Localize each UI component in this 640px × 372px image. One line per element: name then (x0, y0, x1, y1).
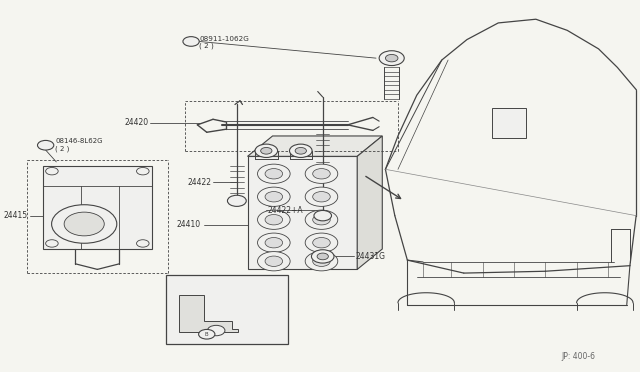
Text: 24422+A: 24422+A (268, 206, 303, 215)
Polygon shape (248, 136, 382, 156)
Circle shape (265, 215, 283, 225)
Text: B: B (205, 332, 209, 337)
Circle shape (257, 251, 290, 271)
Circle shape (314, 211, 332, 221)
Circle shape (313, 215, 330, 225)
Circle shape (313, 192, 330, 202)
Circle shape (305, 164, 338, 183)
Circle shape (305, 233, 338, 252)
Circle shape (257, 210, 290, 230)
Circle shape (305, 251, 338, 271)
Polygon shape (179, 295, 238, 333)
Circle shape (198, 330, 215, 339)
Bar (42, 166, 152, 249)
Circle shape (305, 210, 338, 230)
Circle shape (313, 237, 330, 248)
Circle shape (136, 167, 149, 175)
Text: 08146-6162G
( 1 ): 08146-6162G ( 1 ) (216, 328, 261, 342)
Circle shape (64, 212, 104, 236)
Text: 08146-8L62G
( 2 ): 08146-8L62G ( 2 ) (55, 138, 102, 152)
Circle shape (312, 250, 334, 263)
Circle shape (317, 253, 328, 260)
Bar (492, 108, 527, 138)
Circle shape (227, 195, 246, 206)
Circle shape (257, 233, 290, 252)
Circle shape (305, 187, 338, 206)
Circle shape (183, 37, 199, 46)
Text: 24415: 24415 (4, 211, 28, 220)
Text: 64832N: 64832N (236, 295, 265, 301)
Text: JP: 400-6: JP: 400-6 (561, 352, 595, 361)
Circle shape (38, 140, 54, 150)
Text: 24431G: 24431G (356, 252, 386, 261)
Circle shape (265, 169, 283, 179)
Text: 24410: 24410 (177, 221, 200, 230)
Text: N: N (188, 39, 194, 44)
Circle shape (52, 205, 116, 243)
Circle shape (289, 144, 312, 157)
Circle shape (313, 256, 330, 266)
Text: B: B (44, 143, 47, 148)
Text: 08911-1062G
( 2 ): 08911-1062G ( 2 ) (199, 36, 249, 49)
Circle shape (257, 164, 290, 183)
Circle shape (45, 240, 58, 247)
Circle shape (295, 147, 307, 154)
Circle shape (260, 147, 272, 154)
Bar (248, 156, 357, 269)
Circle shape (265, 192, 283, 202)
Bar (166, 275, 288, 343)
Circle shape (265, 256, 283, 266)
Circle shape (313, 169, 330, 179)
Circle shape (385, 54, 398, 62)
Circle shape (255, 144, 278, 157)
Text: 24422: 24422 (188, 178, 212, 187)
Circle shape (207, 326, 225, 336)
Circle shape (257, 187, 290, 206)
Circle shape (379, 51, 404, 65)
Text: 24420: 24420 (125, 119, 149, 128)
Circle shape (265, 237, 283, 248)
Text: VQ33IE: VQ33IE (172, 279, 200, 288)
Circle shape (45, 167, 58, 175)
Polygon shape (357, 136, 382, 269)
Circle shape (136, 240, 149, 247)
